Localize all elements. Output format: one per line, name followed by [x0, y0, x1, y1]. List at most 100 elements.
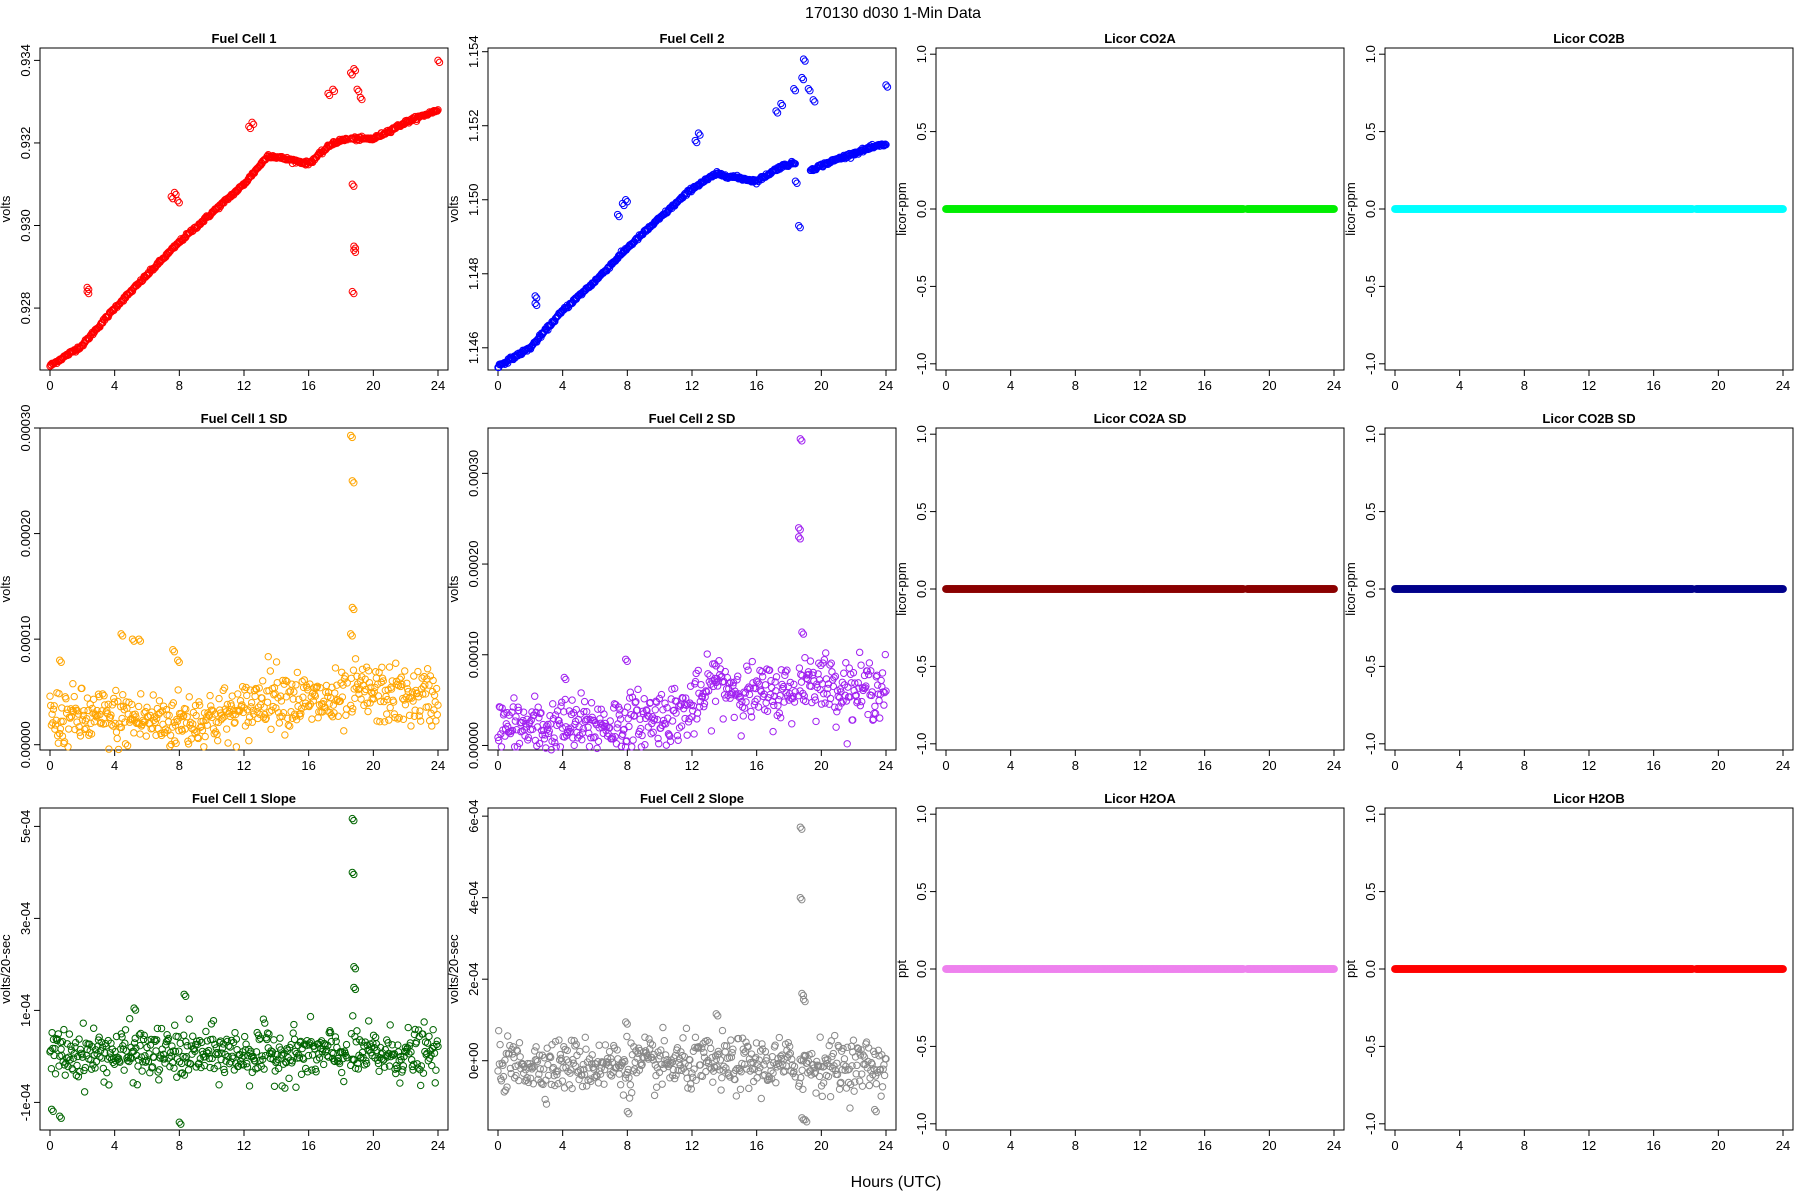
x-tick-label: 8: [1072, 378, 1079, 393]
outlier-point: [353, 85, 361, 93]
y-tick-label: -0.5: [914, 275, 929, 297]
outlier-point: [324, 89, 332, 98]
x-tick-label: 4: [111, 758, 118, 773]
y-axis-label: licor-ppm: [1343, 182, 1358, 235]
outlier-point: [175, 199, 183, 207]
outlier-point: [356, 93, 365, 102]
panel-title: Fuel Cell 1 SD: [201, 411, 288, 426]
x-tick-label: 20: [1262, 378, 1276, 393]
y-tick-label: 2e-04: [466, 963, 481, 996]
y-tick-label: 3e-04: [18, 902, 33, 935]
outlier-point: [795, 221, 803, 230]
y-axis-label: volts/20-sec: [0, 934, 13, 1004]
outlier-point: [796, 223, 804, 232]
y-tick-label: 0.928: [18, 292, 33, 325]
x-tick-label: 0: [46, 1138, 53, 1153]
outlier-point: [882, 81, 890, 89]
y-tick-label: -1.0: [1363, 733, 1378, 755]
outlier-point: [811, 98, 819, 106]
x-tick-label: 16: [1197, 758, 1211, 773]
x-tick-label: 0: [1391, 378, 1398, 393]
y-tick-label: 0.00000: [466, 722, 481, 769]
y-tick-label: 0.00030: [466, 450, 481, 497]
outlier-point: [170, 188, 179, 197]
x-tick-label: 24: [431, 758, 445, 773]
y-tick-label: 0.5: [914, 503, 929, 521]
outlier-point: [773, 109, 782, 117]
outlier-point: [350, 246, 358, 254]
panel-title: Licor CO2B SD: [1542, 411, 1635, 426]
outlier-point: [83, 283, 91, 292]
x-tick-label: 20: [366, 1138, 380, 1153]
data-points: [494, 55, 892, 372]
outlier-point: [325, 91, 334, 100]
y-axis-label: volts: [0, 195, 13, 222]
outlier-point: [350, 242, 358, 250]
y-tick-label: 0.00030: [18, 405, 33, 452]
y-tick-label: -1.0: [914, 353, 929, 375]
x-tick-label: 24: [1327, 378, 1341, 393]
outlier-point: [358, 95, 366, 104]
x-tick-label: 16: [301, 1138, 315, 1153]
outlier-point: [799, 75, 808, 84]
outlier-point: [693, 138, 701, 147]
y-tick-label: 1e-04: [18, 994, 33, 1027]
x-tick-label: 16: [1646, 758, 1660, 773]
y-tick-label: -0.5: [1363, 655, 1378, 677]
x-tick-label: 20: [1711, 758, 1725, 773]
y-tick-label: 1.154: [466, 35, 481, 68]
outlier-point: [531, 299, 539, 308]
x-tick-label: 20: [1262, 758, 1276, 773]
x-tick-label: 4: [1007, 378, 1014, 393]
x-tick-label: 4: [559, 758, 566, 773]
x-tick-label: 20: [814, 1138, 828, 1153]
outlier-point: [696, 131, 704, 139]
outlier-point: [883, 83, 892, 91]
data-point: [1779, 205, 1787, 213]
data-point: [434, 106, 442, 114]
outlier-point: [777, 99, 785, 108]
outlier-point: [622, 196, 630, 204]
x-tick-label: 12: [1133, 378, 1147, 393]
y-tick-label: 1.0: [914, 45, 929, 63]
outlier-point: [615, 212, 623, 221]
outlier-point: [84, 285, 93, 294]
x-tick-label: 12: [1582, 758, 1596, 773]
y-tick-label: 0.0: [1363, 580, 1378, 598]
outlier-point: [434, 56, 442, 65]
y-axis-label: licor-ppm: [1343, 562, 1358, 615]
y-tick-label: 4e-04: [466, 881, 481, 914]
data-point: [882, 141, 890, 149]
x-tick-label: 12: [685, 758, 699, 773]
x-tick-label: 12: [1582, 378, 1596, 393]
y-tick-label: 0.932: [18, 127, 33, 160]
y-axis-label: volts: [0, 575, 13, 602]
y-tick-label: -1.0: [914, 733, 929, 755]
x-tick-label: 12: [237, 758, 251, 773]
outlier-point: [435, 58, 444, 67]
panel-title: Licor CO2A SD: [1094, 411, 1187, 426]
outlier-point: [691, 136, 699, 145]
outlier-point: [623, 198, 631, 206]
y-tick-label: 1.0: [1363, 425, 1378, 443]
outlier-point: [350, 182, 358, 190]
y-axis-label: volts: [446, 575, 461, 602]
panel-title: Fuel Cell 1 Slope: [192, 791, 296, 806]
data-point: [1330, 585, 1338, 593]
x-tick-label: 12: [685, 378, 699, 393]
x-tick-label: 8: [624, 378, 631, 393]
outlier-point: [799, 55, 808, 63]
x-tick-label: 20: [814, 758, 828, 773]
x-tick-label: 4: [111, 378, 118, 393]
outlier-point: [329, 85, 337, 93]
x-tick-label: 4: [111, 1138, 118, 1153]
outlier-point: [174, 197, 182, 205]
x-tick-label: 12: [1133, 758, 1147, 773]
x-tick-label: 16: [749, 1138, 763, 1153]
y-tick-label: 1.148: [466, 257, 481, 290]
outlier-point: [778, 101, 787, 110]
outlier-point: [791, 177, 800, 185]
x-tick-label: 16: [749, 758, 763, 773]
